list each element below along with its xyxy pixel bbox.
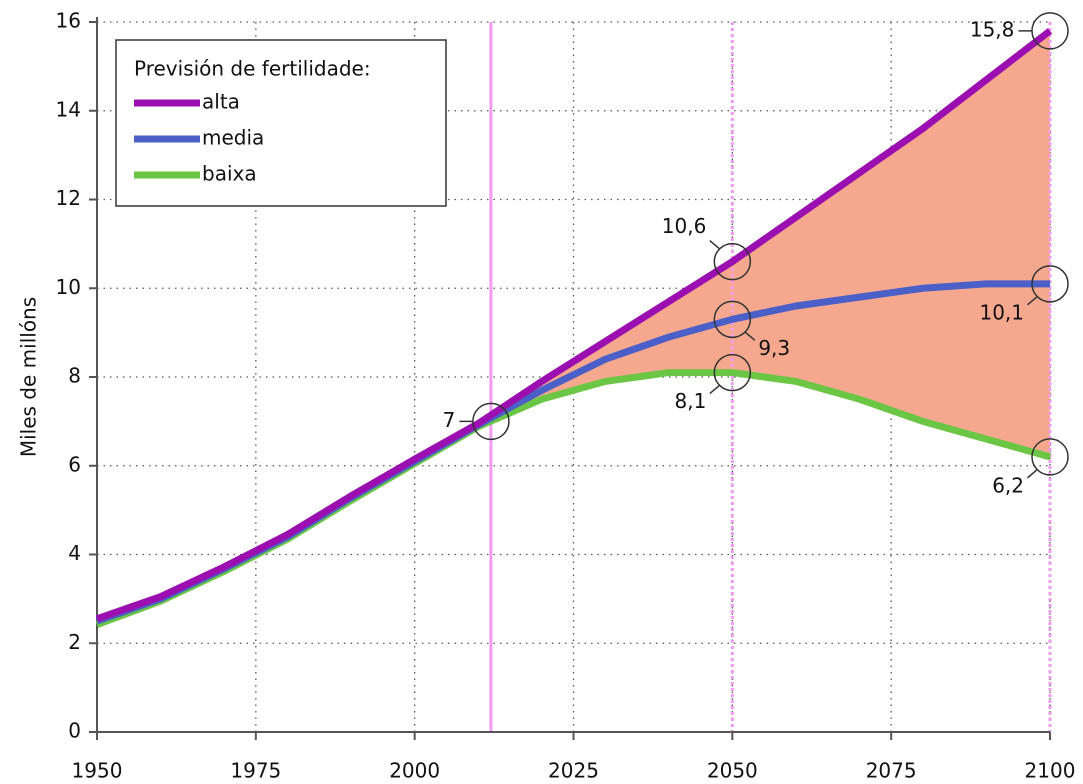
legend-label: baixa <box>202 162 257 186</box>
annotation-label: 6,2 <box>992 473 1024 497</box>
annotation-label: 10,6 <box>662 214 707 238</box>
x-tick-label: 2025 <box>548 759 599 783</box>
y-tick-label: 2 <box>68 630 81 654</box>
legend-label: media <box>202 126 264 150</box>
x-tick-label: 2050 <box>707 759 758 783</box>
legend-title: Previsión de fertilidade: <box>134 57 371 81</box>
y-tick-label: 4 <box>68 541 81 565</box>
annotation-label: 15,8 <box>970 17 1015 41</box>
y-axis-label: Miles de millóns <box>17 297 41 457</box>
annotation-circle <box>713 300 752 339</box>
x-tick-label: 2000 <box>389 759 440 783</box>
annotation-circle <box>1031 265 1069 303</box>
annotation-circle <box>713 353 752 392</box>
annotation-label: 7 <box>443 408 456 432</box>
annotation-leader <box>744 331 756 341</box>
annotation-circle <box>713 242 752 281</box>
annotation-label: 9,3 <box>758 336 790 360</box>
annotation-leader <box>1027 469 1038 479</box>
y-tick-label: 0 <box>68 719 81 743</box>
annotation-label: 8,1 <box>675 389 707 413</box>
y-tick-label: 8 <box>68 364 81 388</box>
y-tick-label: 16 <box>56 9 81 33</box>
x-tick-label: 2075 <box>866 759 917 783</box>
y-tick-label: 12 <box>56 186 81 210</box>
x-tick-label: 1975 <box>230 759 281 783</box>
legend-label: alta <box>202 90 240 114</box>
legend: Previsión de fertilidade: alta media baixa <box>115 39 447 207</box>
y-tick-label: 10 <box>56 275 81 299</box>
annotation-circle <box>1031 438 1069 476</box>
annotation-leader <box>709 240 721 250</box>
x-tick-label: 2100 <box>1025 759 1076 783</box>
y-tick-label: 6 <box>68 452 81 476</box>
annotation-leader <box>1027 295 1038 306</box>
annotation-label: 10,1 <box>979 300 1024 324</box>
y-tick-label: 14 <box>56 97 81 121</box>
series-line <box>95 28 1053 623</box>
annotation-leader <box>709 384 721 395</box>
x-tick-label: 1950 <box>72 759 123 783</box>
